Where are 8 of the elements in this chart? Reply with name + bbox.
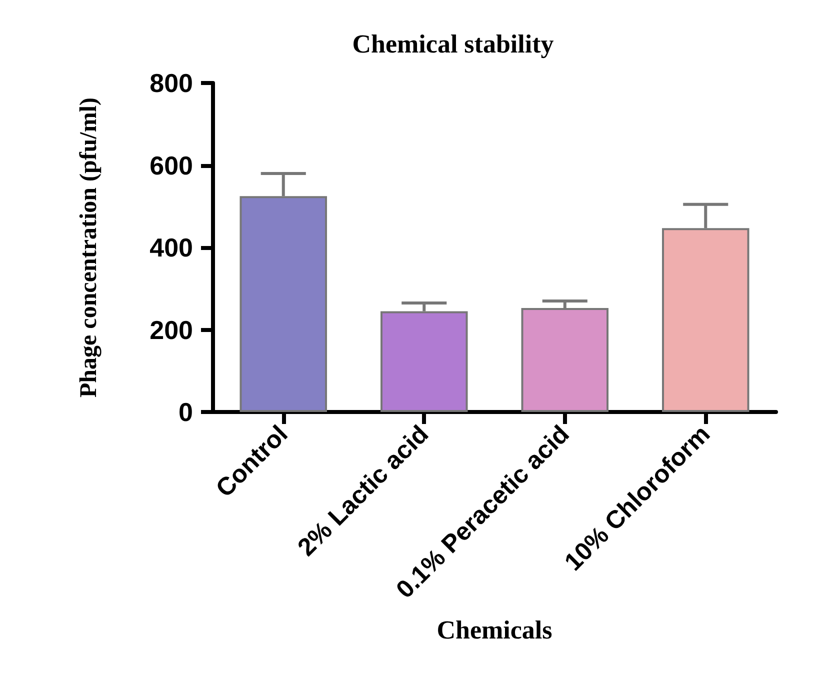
x-axis-title: Chemicals — [436, 616, 552, 644]
y-axis-title: Phage concentration (pfu/ml) — [76, 98, 102, 398]
y-tick-label: 0 — [178, 397, 193, 427]
y-tick-label: 800 — [150, 68, 193, 98]
y-tick-label: 200 — [150, 314, 193, 345]
chart-title: Chemical stability — [352, 30, 554, 58]
y-tick-label: 600 — [150, 150, 193, 180]
y-tick-label: 400 — [150, 232, 193, 262]
